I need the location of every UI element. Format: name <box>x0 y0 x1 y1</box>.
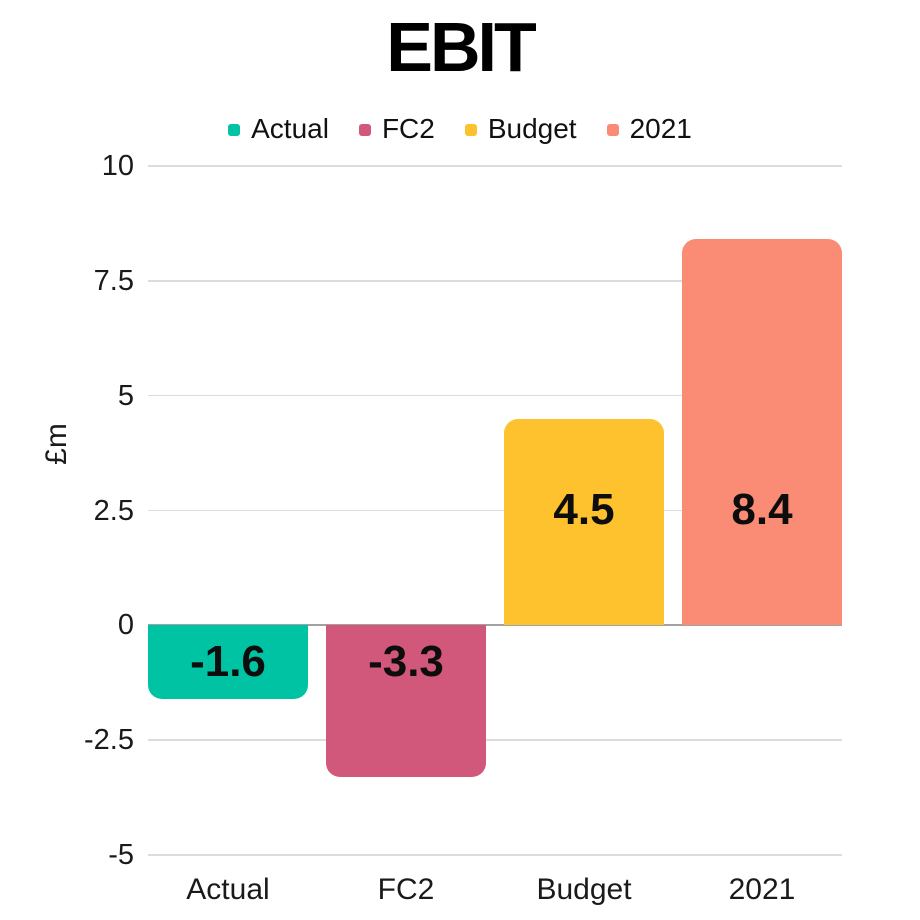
legend-label: 2021 <box>629 113 692 144</box>
y-tick-label: 0 <box>117 609 134 642</box>
gridline <box>148 509 842 512</box>
legend-marker-icon <box>464 124 477 136</box>
y-tick-label: 10 <box>101 150 134 182</box>
bar-2021 <box>682 239 842 626</box>
bar-value-label: -1.6 <box>190 637 266 686</box>
legend-item-actual: Actual <box>228 112 329 146</box>
legend: Actual FC2 Budget 2021 <box>0 112 920 146</box>
legend-item-budget: Budget <box>464 112 577 146</box>
gridline <box>148 739 842 741</box>
bar-fc2 <box>326 625 486 777</box>
legend-marker-icon <box>228 124 241 136</box>
bar-actual <box>148 625 308 699</box>
legend-label: FC2 <box>381 113 435 144</box>
legend-item-2021: 2021 <box>606 112 692 146</box>
legend-item-fc2: FC2 <box>358 112 435 146</box>
gridline <box>148 854 842 856</box>
bar-value-label: 4.5 <box>553 485 615 534</box>
chart-title: EBIT <box>386 8 536 86</box>
y-tick-label: 5 <box>117 379 134 412</box>
y-tick-label: 2.5 <box>93 494 134 527</box>
bar-value-label: -3.3 <box>368 637 444 686</box>
y-tick-label: -5 <box>108 839 134 871</box>
legend-label: Budget <box>487 113 577 144</box>
gridline <box>148 280 842 282</box>
y-tick-label: 7.5 <box>93 264 134 297</box>
x-axis-label: Actual <box>186 873 270 906</box>
x-axis-label: FC2 <box>377 873 435 906</box>
zero-line <box>148 624 842 627</box>
x-axis-label: Budget <box>536 873 632 906</box>
legend-marker-icon <box>606 124 619 136</box>
y-tick-label: -2.5 <box>84 724 134 757</box>
gridline <box>148 394 842 397</box>
legend-label: Actual <box>251 113 329 144</box>
x-axis-label: 2021 <box>728 873 796 906</box>
bar-budget <box>504 418 664 626</box>
bar-value-label: 8.4 <box>731 485 793 534</box>
legend-marker-icon <box>358 124 371 136</box>
gridline <box>148 165 842 167</box>
